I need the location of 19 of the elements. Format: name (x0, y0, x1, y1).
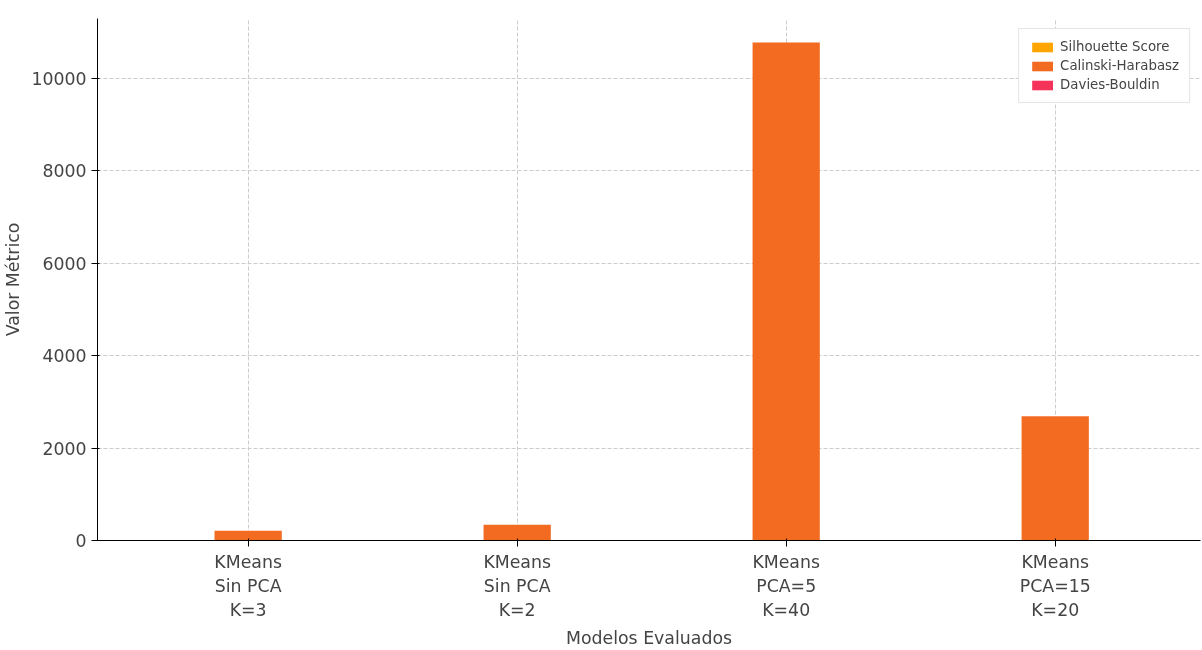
y-tick-label: 0 (75, 531, 87, 551)
y-tick-label: 4000 (42, 346, 87, 367)
y-tick-label: 8000 (42, 161, 87, 182)
bar (1021, 416, 1089, 541)
legend-label: Silhouette Score (1060, 39, 1170, 54)
x-axis-title: Modelos Evaluados (565, 627, 733, 648)
x-tick-label: KMeans Sin PCA K=2 (483, 551, 551, 620)
x-tick-label: KMeans PCA=15 K=20 (1019, 551, 1091, 620)
y-axis-title: Valor Métrico (3, 222, 24, 337)
x-tick-label: KMeans PCA=5 K=40 (752, 551, 821, 620)
y-tick-label: 10000 (31, 69, 87, 90)
y-tick-label: 6000 (42, 253, 87, 274)
bar (483, 524, 551, 541)
bar (214, 530, 282, 541)
x-tick-label: KMeans Sin PCA K=3 (214, 551, 282, 620)
legend-label: Davies-Bouldin (1060, 77, 1160, 92)
legend-label: Calinski-Harabasz (1060, 58, 1179, 73)
y-tick-label: 2000 (42, 438, 87, 459)
bar (752, 42, 820, 541)
